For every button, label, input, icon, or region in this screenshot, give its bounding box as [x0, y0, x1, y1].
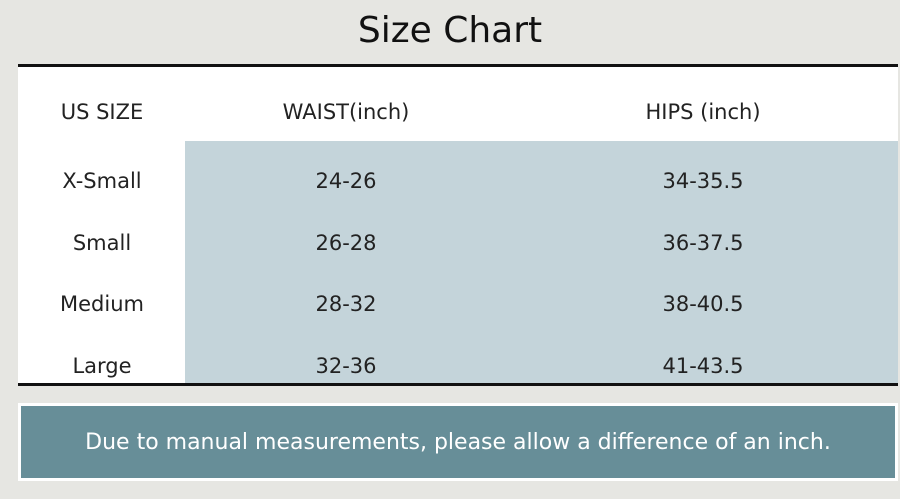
- size-table: US SIZE WAIST(inch) HIPS (inch) X-Small 24-2…: [18, 64, 898, 386]
- note-box: Due to manual measurements, please allow…: [18, 403, 898, 481]
- table-shade: [185, 141, 898, 383]
- cell: X-Small: [62, 169, 142, 193]
- cell: Medium: [60, 292, 144, 316]
- cell: 36-37.5: [662, 230, 744, 255]
- cell: 24-26: [315, 169, 377, 193]
- cell: 28-32: [315, 292, 377, 316]
- column-header: US SIZE: [60, 100, 144, 124]
- cell: 26-28: [315, 230, 377, 255]
- title: Size Chart: [357, 10, 543, 51]
- cell: 38-40.5: [662, 292, 744, 316]
- cell: 41-43.5: [662, 353, 744, 378]
- cell: Small: [72, 230, 132, 255]
- cell: 32-36: [315, 353, 377, 378]
- column-header: WAIST(inch): [282, 100, 410, 124]
- note: Due to manual measurements, please allow…: [21, 406, 895, 478]
- cell: 34-35.5: [662, 169, 744, 193]
- cell: Large: [72, 353, 132, 378]
- column-header: HIPS (inch): [645, 100, 761, 124]
